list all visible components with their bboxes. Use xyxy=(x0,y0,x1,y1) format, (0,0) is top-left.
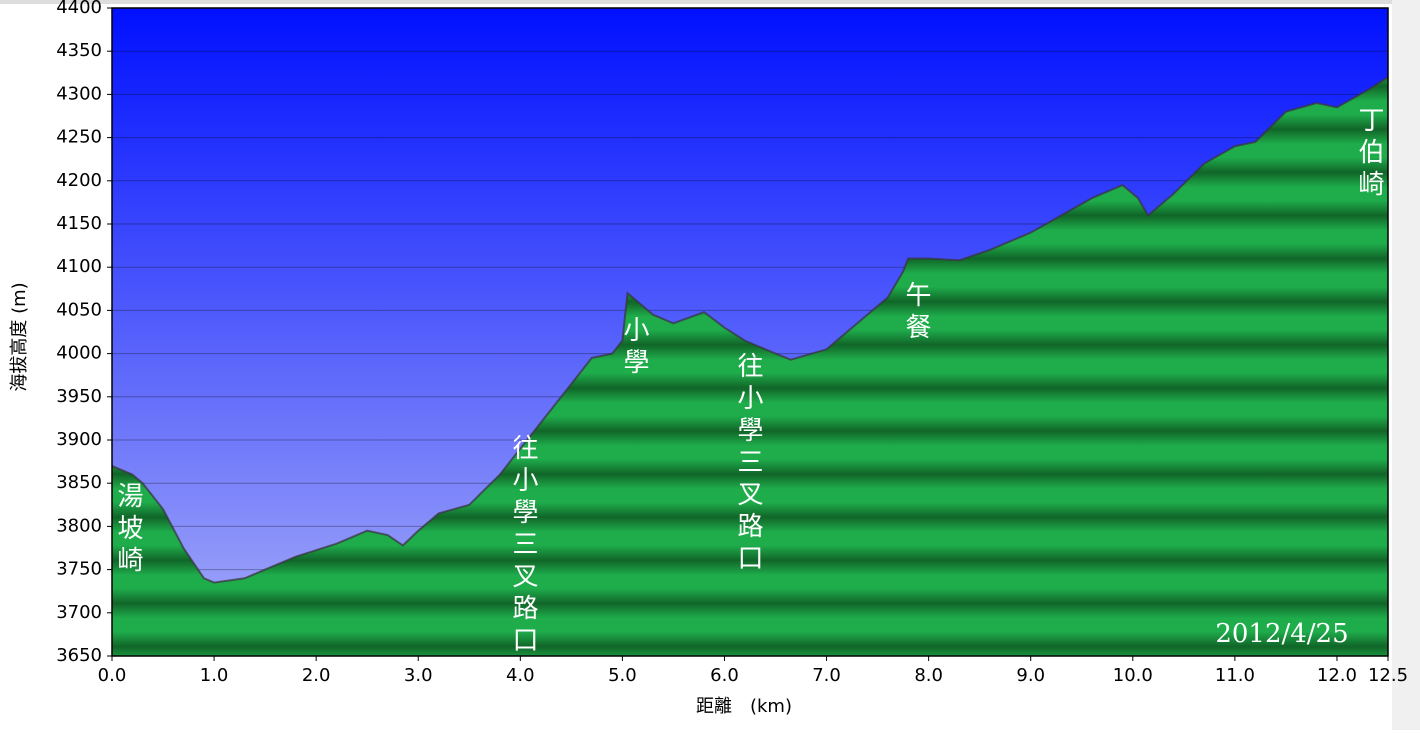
y-tick-label: 4000 xyxy=(56,343,102,364)
annotation: 湯坡崎 xyxy=(113,482,143,578)
date-label: 2012/4/25 xyxy=(1215,619,1348,649)
area xyxy=(112,77,1388,657)
y-axis-label: 海拔高度 (m) xyxy=(9,282,30,391)
y-tick-label: 3800 xyxy=(56,515,102,536)
x-tick-label: 9.0 xyxy=(1016,665,1045,686)
y-tick-label: 4300 xyxy=(56,83,102,104)
plot-border xyxy=(111,7,1389,657)
x-tick-label: 6.0 xyxy=(710,665,739,686)
annotation: 小學 xyxy=(619,316,649,380)
annotation: 往小學三叉路口 xyxy=(733,352,763,576)
y-tick-label: 3850 xyxy=(56,472,102,493)
annotation: 午餐 xyxy=(901,281,931,345)
y-tick-label: 4050 xyxy=(56,299,102,320)
y-tick-label: 4400 xyxy=(56,0,102,18)
y-tick-label: 4350 xyxy=(56,40,102,61)
x-tick-label: 1.0 xyxy=(200,665,229,686)
annotation: 丁伯崎 xyxy=(1354,106,1384,202)
x-tick-label: 5.0 xyxy=(608,665,637,686)
y-tick-label: 3950 xyxy=(56,386,102,407)
y-tick-label: 3700 xyxy=(56,602,102,623)
y-tick-label: 3650 xyxy=(56,645,102,666)
x-tick-label: 8.0 xyxy=(914,665,943,686)
x-tick-label: 7.0 xyxy=(812,665,841,686)
y-tick-label: 4150 xyxy=(56,213,102,234)
x-axis-label: 距離 (km) xyxy=(696,696,792,717)
annotation: 往小學三叉路口 xyxy=(508,434,538,658)
area-edge xyxy=(111,76,1389,584)
y-tick-label: 4250 xyxy=(56,127,102,148)
y-tick-label: 3750 xyxy=(56,559,102,580)
y-tick-label: 3900 xyxy=(56,429,102,450)
x-tick-label: 12.5 xyxy=(1368,665,1408,686)
x-tick-label: 0.0 xyxy=(98,665,127,686)
x-tick-label: 10.0 xyxy=(1113,665,1153,686)
x-tick-label: 2.0 xyxy=(302,665,331,686)
x-tick-label: 4.0 xyxy=(506,665,535,686)
x-tick-label: 3.0 xyxy=(404,665,433,686)
top-edge xyxy=(0,0,1392,4)
scrollbar xyxy=(1392,0,1420,730)
y-tick-label: 4200 xyxy=(56,170,102,191)
y-tick-label: 4100 xyxy=(56,256,102,277)
x-tick-label: 12.0 xyxy=(1317,665,1357,686)
x-tick-label: 11.0 xyxy=(1215,665,1255,686)
